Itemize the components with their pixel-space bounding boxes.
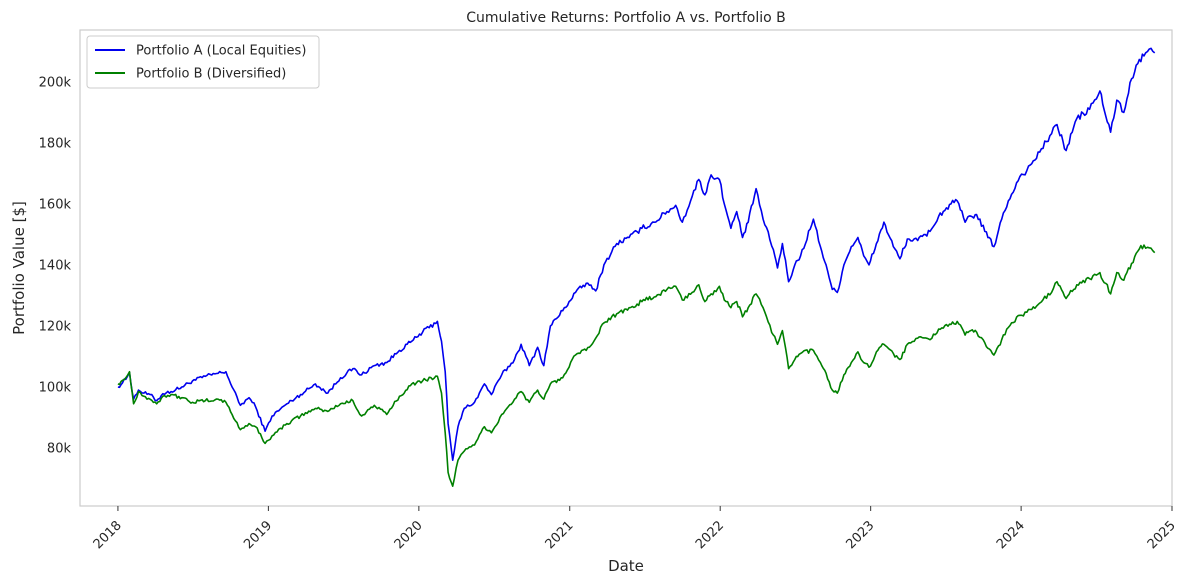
y-tick-label: 100k [39, 381, 72, 396]
legend-label-portfolio-a: Portfolio A (Local Equities) [136, 44, 306, 59]
x-tick-label: 2018 [91, 518, 125, 552]
y-tick-label: 120k [39, 319, 72, 334]
legend-box [86, 35, 320, 89]
x-tick-label: 2022 [693, 518, 727, 552]
y-tick-label: 80k [47, 442, 72, 457]
legend: Portfolio A (Local Equities) Portfolio B… [86, 35, 320, 89]
series-lines [117, 47, 1156, 487]
x-tick-label: 2020 [392, 518, 426, 552]
series-line-portfolio-a [117, 47, 1156, 461]
x-axis-label: Date [608, 557, 644, 575]
y-tick-label: 180k [39, 136, 72, 151]
x-tick-label: 2019 [241, 518, 275, 552]
y-tick-label: 200k [39, 75, 72, 90]
plot-background [79, 29, 1173, 507]
y-tick-label: 140k [39, 258, 72, 273]
chart-title: Cumulative Returns: Portfolio A vs. Port… [466, 10, 785, 26]
x-tick-label: 2024 [994, 518, 1028, 552]
y-axis-label: Portfolio Value [$] [10, 201, 28, 335]
x-axis-ticks: 2018 2019 2020 2021 2022 2023 2024 2025 [91, 506, 1179, 552]
x-tick-label: 2021 [543, 518, 577, 552]
y-axis-ticks: 80k 100k 120k 140k 160k 180k 200k [39, 75, 72, 456]
x-tick-label: 2023 [843, 518, 877, 552]
y-tick-label: 160k [39, 197, 72, 212]
series-line-portfolio-b [117, 244, 1156, 487]
x-tick-label: 2025 [1145, 518, 1179, 552]
legend-label-portfolio-b: Portfolio B (Diversified) [136, 67, 286, 82]
